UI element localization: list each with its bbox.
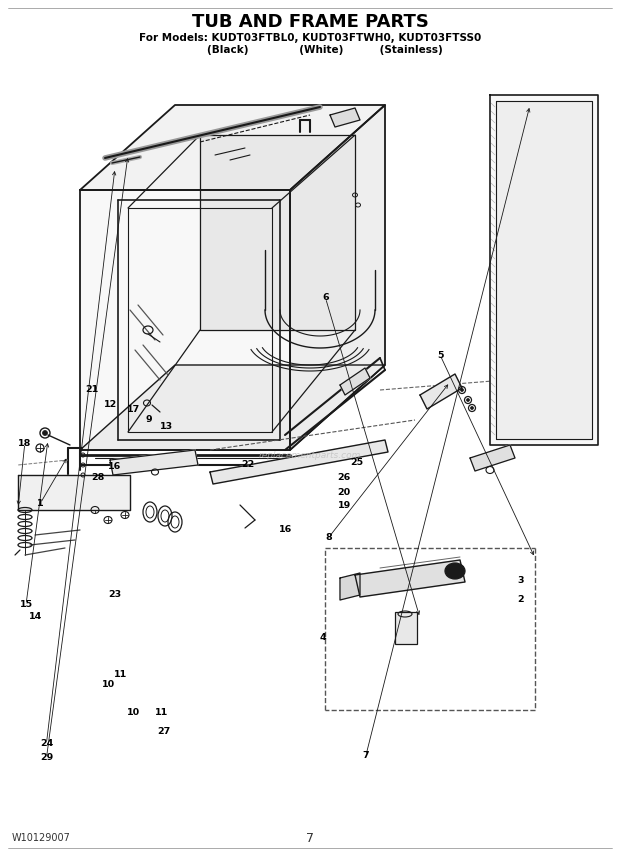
Polygon shape [18, 475, 130, 510]
Text: 3: 3 [518, 576, 524, 585]
Polygon shape [340, 573, 360, 600]
Polygon shape [330, 108, 360, 127]
Polygon shape [80, 105, 385, 190]
Text: 9: 9 [146, 415, 152, 424]
Text: 15: 15 [19, 600, 33, 609]
Polygon shape [80, 365, 385, 450]
Ellipse shape [471, 407, 474, 409]
Text: 7: 7 [363, 752, 369, 760]
Ellipse shape [466, 399, 469, 401]
Text: 21: 21 [85, 385, 99, 394]
Text: 14: 14 [29, 612, 43, 621]
Text: 1: 1 [37, 499, 43, 508]
Polygon shape [200, 135, 355, 330]
Polygon shape [110, 450, 198, 475]
Text: 11: 11 [114, 670, 128, 679]
Text: 12: 12 [104, 400, 117, 408]
Text: 16: 16 [278, 525, 292, 533]
Polygon shape [355, 560, 465, 597]
Polygon shape [80, 190, 290, 450]
Text: 25: 25 [350, 458, 363, 467]
Text: 13: 13 [159, 422, 173, 431]
Ellipse shape [445, 563, 465, 579]
Text: 6: 6 [322, 294, 329, 302]
Text: For Models: KUDT03FTBL0, KUDT03FTWH0, KUDT03FTSS0: For Models: KUDT03FTBL0, KUDT03FTWH0, KU… [139, 33, 481, 43]
Text: replacementparts.com: replacementparts.com [259, 450, 361, 460]
Text: 19: 19 [337, 501, 351, 509]
Text: 17: 17 [126, 405, 140, 413]
Text: 10: 10 [126, 708, 140, 716]
Text: 16: 16 [108, 462, 122, 471]
Text: W10129007: W10129007 [12, 833, 71, 843]
Text: 5: 5 [437, 351, 443, 360]
Text: (Black)              (White)          (Stainless): (Black) (White) (Stainless) [177, 45, 443, 55]
Text: 8: 8 [326, 533, 332, 542]
Text: TUB AND FRAME PARTS: TUB AND FRAME PARTS [192, 13, 428, 31]
Polygon shape [340, 368, 370, 395]
Text: 18: 18 [18, 439, 32, 448]
Text: 24: 24 [40, 739, 53, 747]
Text: 28: 28 [91, 473, 105, 482]
Text: 4: 4 [319, 633, 326, 642]
Polygon shape [490, 95, 598, 445]
Text: 10: 10 [102, 681, 115, 689]
Text: 23: 23 [108, 591, 122, 599]
Text: 22: 22 [241, 461, 255, 469]
Polygon shape [470, 445, 515, 471]
Polygon shape [420, 374, 462, 409]
Text: 2: 2 [518, 595, 524, 603]
Ellipse shape [43, 431, 48, 436]
Polygon shape [496, 101, 592, 439]
Text: 20: 20 [337, 488, 351, 496]
Bar [395, 612, 417, 644]
Text: 27: 27 [157, 728, 171, 736]
Text: 29: 29 [40, 753, 53, 762]
Text: 11: 11 [154, 708, 168, 716]
Polygon shape [210, 440, 388, 484]
Ellipse shape [461, 389, 464, 391]
Text: 26: 26 [337, 473, 351, 482]
Polygon shape [290, 105, 385, 450]
Text: 7: 7 [306, 831, 314, 845]
